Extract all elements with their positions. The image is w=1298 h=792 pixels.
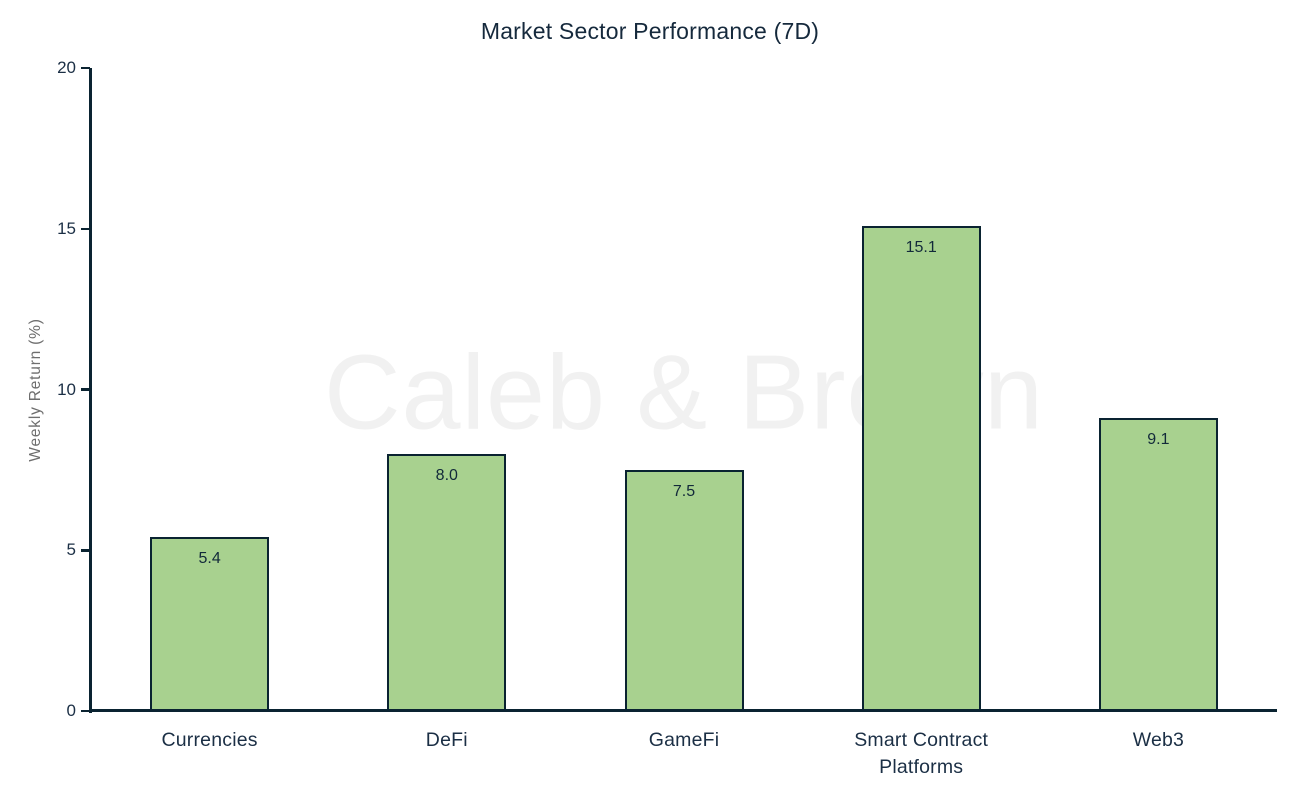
- y-tick-label: 20: [57, 58, 76, 77]
- bar-value-label: 15.1: [905, 238, 937, 256]
- x-category-label: Currencies: [161, 729, 258, 751]
- bar-value-label: 7.5: [672, 482, 696, 500]
- x-category-label: Smart Contract Platforms: [854, 729, 989, 778]
- y-tick-label: 0: [66, 701, 76, 720]
- x-category-label: GameFi: [648, 729, 720, 751]
- y-tick-label: 5: [66, 540, 76, 560]
- chart-title: Market Sector Performance (7D): [480, 18, 820, 44]
- y-tick-mark: [81, 709, 90, 713]
- bar-web3: 9.1: [1098, 418, 1218, 711]
- bar-value-label: 8.0: [435, 466, 458, 484]
- y-tick-label: 10: [57, 379, 76, 399]
- y-tick-mark: [81, 227, 90, 230]
- x-category-label: Web3: [1132, 729, 1185, 751]
- bar-value-label: 9.1: [1147, 431, 1170, 449]
- y-tick-mark: [81, 549, 90, 552]
- x-category-label: DeFi: [425, 729, 468, 751]
- y-tick-label: 15: [57, 218, 76, 238]
- bar-value-label: 5.4: [198, 550, 221, 568]
- bar-gamefi: 7.5: [624, 469, 744, 711]
- x-axis-line: [89, 709, 1277, 712]
- y-axis-line: [89, 68, 92, 713]
- bar-smart-contract-platforms: 15.1: [861, 225, 981, 711]
- y-tick-mark: [81, 388, 90, 391]
- bar-defi: 8.0: [387, 453, 507, 711]
- y-tick-mark: [81, 66, 90, 70]
- bar-currencies: 5.4: [150, 537, 270, 711]
